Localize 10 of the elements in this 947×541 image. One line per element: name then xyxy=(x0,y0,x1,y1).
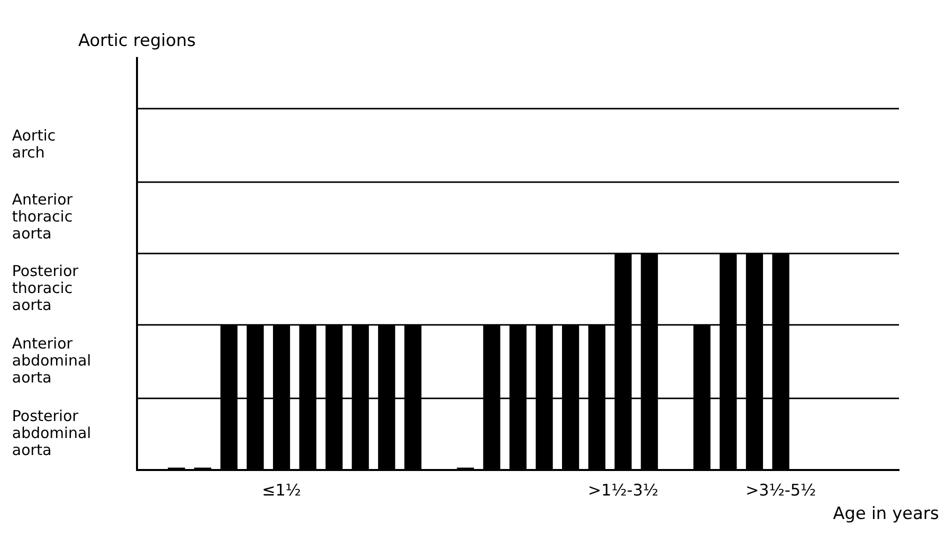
text: Anterior thoracic aorta xyxy=(12,190,74,243)
text: Posterior thoracic aorta xyxy=(12,262,80,314)
x-tick-label: >1½-3½ xyxy=(588,480,658,500)
x-tick-label: >3½-5½ xyxy=(745,480,816,500)
text: Aortic regions xyxy=(78,30,196,51)
text: Anterior abdominal aorta xyxy=(12,334,92,387)
x-tick-label: ≤1½ xyxy=(262,480,302,500)
text: Posterior abdominal aorta xyxy=(12,407,92,459)
text: Aortic arch xyxy=(12,126,56,162)
x-axis-title: Age in years xyxy=(833,504,939,524)
